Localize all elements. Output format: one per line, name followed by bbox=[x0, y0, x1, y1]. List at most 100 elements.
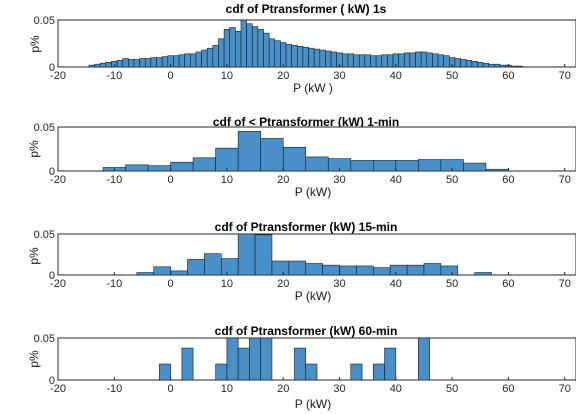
x-tick-label: 70 bbox=[559, 278, 571, 290]
x-tick-label: 30 bbox=[333, 278, 345, 290]
histogram-bar bbox=[212, 45, 219, 68]
x-tick-label: 0 bbox=[168, 174, 174, 186]
histogram-bar bbox=[105, 61, 112, 68]
histogram-bar bbox=[235, 30, 242, 68]
histogram-bar bbox=[488, 63, 495, 68]
x-tick-label: 60 bbox=[502, 383, 514, 395]
histogram-bar bbox=[375, 55, 383, 68]
histogram-bar bbox=[159, 363, 171, 381]
histogram-bar bbox=[257, 29, 264, 68]
histogram-bar bbox=[184, 53, 191, 68]
histogram-bar bbox=[254, 234, 273, 276]
histogram-bar bbox=[192, 157, 216, 172]
histogram-bar bbox=[387, 54, 394, 68]
histogram-bar bbox=[150, 57, 157, 68]
histogram-bar bbox=[240, 19, 247, 68]
histogram-bar bbox=[426, 52, 433, 68]
x-tick-label: 40 bbox=[390, 383, 402, 395]
x-tick-label: 20 bbox=[277, 278, 289, 290]
histogram-bar bbox=[398, 53, 405, 68]
histogram-bar bbox=[296, 46, 304, 68]
y-tick-label: 0.05 bbox=[34, 229, 55, 241]
histogram-bar bbox=[133, 59, 140, 68]
x-tick-label: 0 bbox=[168, 278, 174, 290]
x-tick-label: -20 bbox=[50, 383, 66, 395]
histogram-bar bbox=[88, 64, 95, 68]
histogram-bar bbox=[460, 59, 467, 68]
x-tick-label: 0 bbox=[168, 70, 174, 82]
y-axis-label: p% bbox=[27, 140, 41, 158]
x-tick-label: 20 bbox=[277, 70, 289, 82]
x-axis-label: P (kW) bbox=[295, 397, 331, 411]
histogram-bar bbox=[474, 272, 492, 276]
histogram-bar bbox=[195, 51, 202, 68]
x-tick-label: 50 bbox=[446, 174, 458, 186]
x-tick-label: -10 bbox=[106, 174, 122, 186]
x-tick-label: 40 bbox=[390, 278, 402, 290]
y-tick-label: 0.05 bbox=[34, 122, 55, 134]
histogram-bar bbox=[251, 26, 259, 68]
histogram-bar bbox=[494, 63, 501, 68]
bar-group bbox=[102, 131, 509, 172]
histogram-bar bbox=[409, 52, 416, 68]
histogram-bar bbox=[347, 53, 354, 68]
x-tick-label: 40 bbox=[390, 174, 402, 186]
histogram-bar bbox=[268, 38, 276, 68]
x-tick-label: -10 bbox=[106, 383, 122, 395]
histogram-bar bbox=[220, 258, 239, 276]
histogram-bar bbox=[356, 265, 374, 276]
chart-title: cdf of Ptransformer (kW) 60-min bbox=[215, 324, 398, 338]
subplot-1-min: cdf of < Ptransformer (kW) 1-min -20 -10 0… bbox=[27, 115, 576, 199]
histogram-bar bbox=[99, 62, 107, 68]
histogram-bar bbox=[395, 160, 419, 172]
y-tick-label: 0 bbox=[49, 62, 55, 74]
bar-group bbox=[136, 233, 492, 276]
histogram-bar bbox=[350, 363, 363, 381]
histogram-bar bbox=[294, 347, 307, 381]
subplot-60-min: cdf of Ptransformer (kW) 60-min -20 -10 0 1… bbox=[27, 324, 576, 411]
histogram-bar bbox=[170, 270, 188, 276]
histogram-bar bbox=[384, 347, 397, 381]
histogram-bar bbox=[305, 263, 323, 276]
histogram-bar bbox=[423, 263, 442, 276]
x-tick-label: 60 bbox=[502, 174, 514, 186]
histogram-bar bbox=[237, 233, 256, 276]
histogram-bar bbox=[418, 337, 430, 381]
histogram-bar bbox=[147, 165, 171, 172]
histogram-bar bbox=[229, 27, 236, 68]
histogram-bar bbox=[237, 347, 250, 381]
histogram-bar bbox=[260, 138, 284, 172]
x-tick-label: 60 bbox=[502, 278, 514, 290]
x-axis-label: P (kW) bbox=[295, 185, 331, 199]
histogram-bar bbox=[215, 363, 228, 381]
histogram-bar bbox=[322, 264, 340, 276]
histogram-bar bbox=[285, 44, 292, 68]
histogram-bar bbox=[372, 267, 391, 276]
x-tick-label: 30 bbox=[333, 383, 345, 395]
x-tick-label: -10 bbox=[106, 278, 122, 290]
subplot-1s: cdf of Ptransformer ( kW) 1s -20 -10 0 10 20… bbox=[28, 2, 576, 95]
x-tick-label: 50 bbox=[446, 383, 458, 395]
tick-labels: -20 -10 0 10 20 30 40 50 60 70 0 0.05 bbox=[34, 15, 571, 82]
x-tick-label: -20 bbox=[50, 174, 66, 186]
histogram-bar bbox=[364, 54, 371, 68]
histogram-bar bbox=[144, 58, 152, 68]
chart-title: cdf of Ptransformer (kW) 15-min bbox=[215, 220, 398, 234]
x-tick-label: 60 bbox=[502, 70, 514, 82]
histogram-bar bbox=[370, 55, 377, 68]
histogram-bar bbox=[156, 57, 163, 68]
x-tick-label: 20 bbox=[277, 383, 289, 395]
tick-labels: -20 -10 0 10 20 30 40 50 60 70 0 0.05 bbox=[34, 229, 571, 290]
histogram-bar bbox=[471, 61, 478, 68]
histogram-bar bbox=[291, 45, 298, 68]
histogram-bar bbox=[187, 259, 205, 276]
histogram-bar bbox=[358, 54, 366, 68]
histogram-bar bbox=[485, 168, 509, 172]
tick-labels: -20 -10 0 10 20 30 40 50 60 70 0 0.05 bbox=[34, 122, 571, 186]
y-tick-label: 0 bbox=[49, 270, 55, 282]
bar-group bbox=[88, 19, 523, 68]
x-tick-label: 10 bbox=[221, 278, 233, 290]
histogram-bar bbox=[204, 253, 222, 276]
x-tick-label: 70 bbox=[559, 174, 571, 186]
